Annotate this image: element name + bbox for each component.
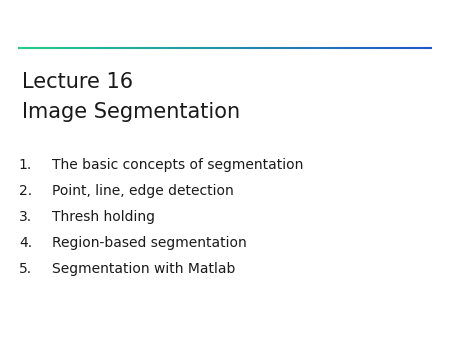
Text: 5.: 5. bbox=[19, 262, 32, 276]
Text: Segmentation with Matlab: Segmentation with Matlab bbox=[52, 262, 235, 276]
Text: 2.: 2. bbox=[19, 184, 32, 198]
Text: The basic concepts of segmentation: The basic concepts of segmentation bbox=[52, 158, 303, 172]
Text: Region-based segmentation: Region-based segmentation bbox=[52, 236, 247, 250]
Text: Thresh holding: Thresh holding bbox=[52, 210, 155, 224]
Text: 3.: 3. bbox=[19, 210, 32, 224]
Text: Image Segmentation: Image Segmentation bbox=[22, 102, 240, 122]
Text: Point, line, edge detection: Point, line, edge detection bbox=[52, 184, 234, 198]
Text: 1.: 1. bbox=[19, 158, 32, 172]
Text: 4.: 4. bbox=[19, 236, 32, 250]
Text: Lecture 16: Lecture 16 bbox=[22, 72, 133, 92]
